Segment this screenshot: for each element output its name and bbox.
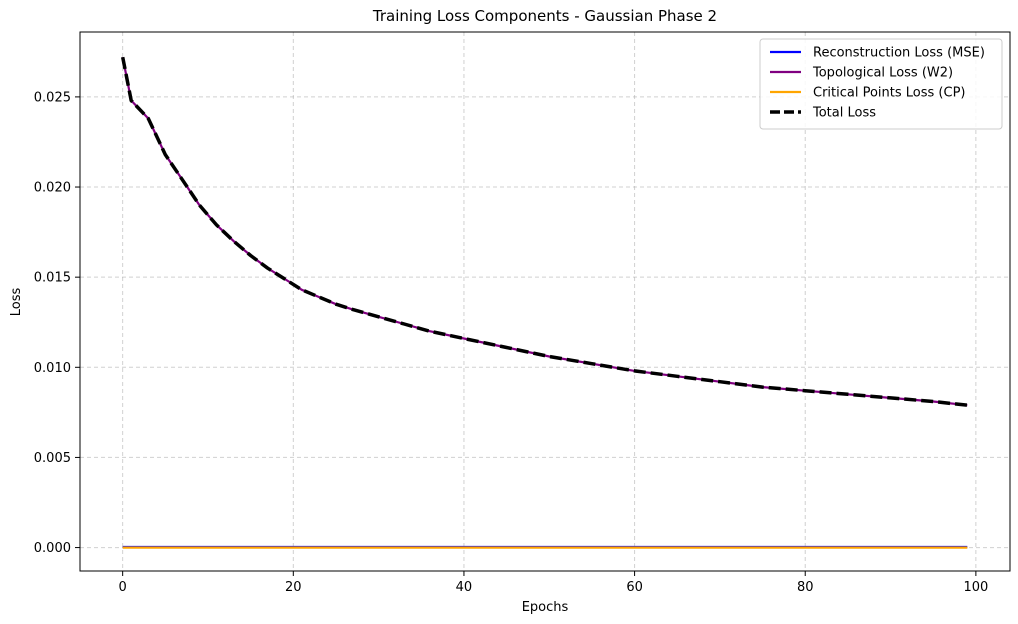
x-tick-label: 60: [626, 580, 643, 595]
x-axis-label: Epochs: [522, 600, 569, 615]
y-tick-label: 0.015: [34, 271, 71, 286]
legend: Reconstruction Loss (MSE) Topological Los…: [759, 38, 1003, 130]
legend-box: [759, 38, 1003, 130]
x-tick-label: 20: [285, 580, 302, 595]
legend-label: Critical Points Loss (CP): [813, 86, 966, 101]
x-tick-label: 0: [119, 580, 127, 595]
y-axis: 0.000 0.005 0.010 0.015 0.020 0.025: [34, 90, 80, 556]
chart-title: Training Loss Components - Gaussian Phas…: [372, 7, 717, 25]
y-axis-label: Loss: [9, 288, 24, 317]
x-tick-label: 40: [456, 580, 473, 595]
y-tick-label: 0.000: [34, 541, 71, 556]
x-axis: 0 20 40 60 80 100: [119, 571, 988, 595]
y-tick-label: 0.005: [34, 451, 71, 466]
legend-label: Total Loss: [812, 106, 876, 121]
series-layer: [120, 56, 968, 549]
x-tick-label: 80: [797, 580, 814, 595]
y-tick-label: 0.025: [34, 90, 71, 105]
legend-label: Topological Loss (W2): [812, 66, 953, 81]
legend-label: Reconstruction Loss (MSE): [813, 46, 985, 61]
plot-frame: [79, 31, 1011, 572]
y-tick-label: 0.010: [34, 361, 71, 376]
y-tick-label: 0.020: [34, 181, 71, 196]
x-tick-label: 100: [963, 580, 988, 595]
series-line-total-loss: [120, 56, 968, 407]
